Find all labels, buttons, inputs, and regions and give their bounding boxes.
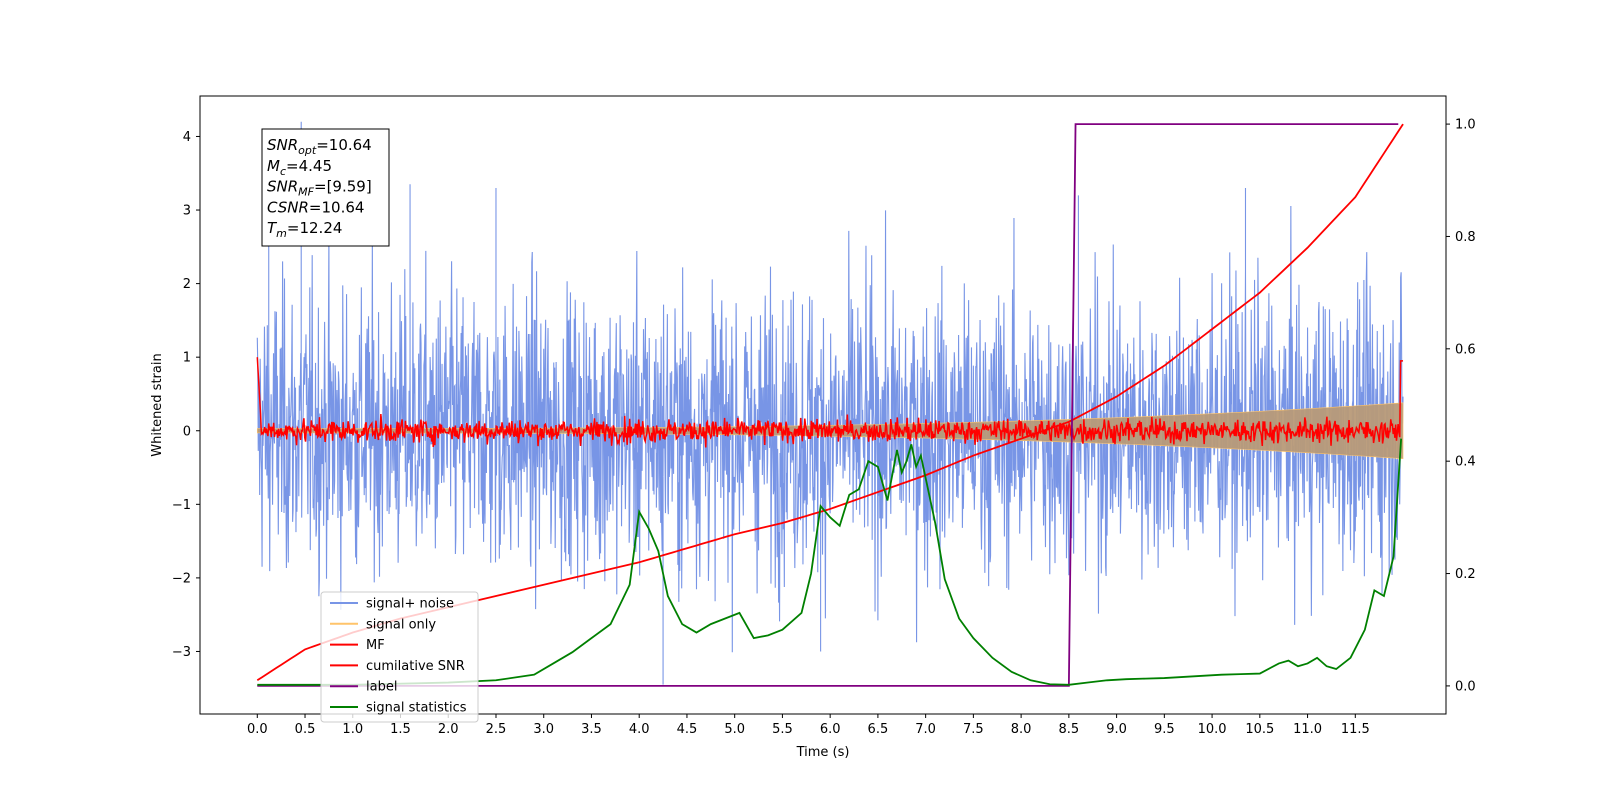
x-tick-label: 9.0 (1106, 722, 1127, 737)
info-box: SNRopt=10.64Mc=4.45SNRMF=[9.59]CSNR=10.6… (261, 128, 390, 247)
y-axis-label: Whitened strain (150, 353, 165, 456)
series-mf-line (256, 357, 1404, 448)
x-tick-label: 0.0 (247, 722, 268, 737)
y-right-tick-label: 0.6 (1455, 342, 1476, 357)
legend: signal+ noise signal only MF cumilative SNR… (320, 591, 479, 723)
info-line-value: =4.45 (286, 157, 332, 175)
y-right-tick-label: 0.0 (1455, 679, 1476, 694)
x-tick-label: 1.0 (342, 722, 363, 737)
y-right-tick-label: 0.4 (1455, 455, 1476, 470)
info-line-subscript: MF (298, 186, 314, 199)
info-box-frame (261, 128, 390, 247)
x-tick-label: 5.0 (724, 722, 745, 737)
info-line-value: =[9.59] (314, 178, 372, 196)
y-right-tick-label: 0.2 (1455, 567, 1476, 582)
x-tick-label: 2.0 (438, 722, 459, 737)
info-line: Mc=4.45 (267, 157, 332, 178)
legend-label: MF (366, 638, 385, 653)
y-left-tick-label: −2 (172, 571, 191, 586)
y-right-tick-label: 1.0 (1455, 118, 1476, 133)
y-left-tick-label: −1 (172, 498, 191, 513)
series-signal-statistics-line (257, 438, 1403, 686)
x-tick-label: 3.0 (533, 722, 554, 737)
y-left-tick-label: 4 (183, 130, 191, 145)
y-left-tick-label: 0 (183, 424, 191, 439)
legend-label: cumilative SNR (366, 659, 465, 674)
x-tick-label: 10.5 (1245, 722, 1274, 737)
info-line-base: SNR (267, 178, 298, 196)
x-tick-label: 4.0 (629, 722, 650, 737)
series-label-line (257, 123, 1399, 687)
x-axis: 0.0 0.5 1.0 1.5 2.0 2.5 3.0 3.5 4.0 4.5 5.0 5.5 6.0 6… (247, 714, 1370, 737)
info-line-subscript: c (280, 165, 286, 178)
legend-frame (320, 591, 479, 723)
x-tick-label: 7.0 (915, 722, 936, 737)
info-line-value: =12.24 (287, 219, 343, 237)
x-tick-label: 11.0 (1293, 722, 1322, 737)
info-line-subscript: m (276, 227, 287, 240)
info-line: SNRopt=10.64 (267, 136, 372, 157)
x-tick-label: 3.5 (581, 722, 602, 737)
y-axis-right: 0.0 0.2 0.4 0.6 0.8 1.0 (1446, 118, 1476, 694)
legend-label: signal statistics (366, 701, 467, 716)
y-right-tick-label: 0.8 (1455, 230, 1476, 245)
x-tick-label: 10.0 (1198, 722, 1227, 737)
info-line-base: M (267, 157, 280, 175)
info-line-base: T (267, 219, 278, 237)
x-tick-label: 6.5 (868, 722, 889, 737)
x-tick-label: 6.0 (820, 722, 841, 737)
x-tick-label: 7.5 (963, 722, 984, 737)
x-tick-label: 5.5 (772, 722, 793, 737)
x-tick-label: 11.5 (1341, 722, 1370, 737)
info-line-value: =10.64 (309, 198, 365, 216)
x-tick-label: 9.5 (1154, 722, 1175, 737)
x-tick-label: 1.5 (390, 722, 411, 737)
info-line: SNRMF=[9.59] (267, 178, 372, 199)
y-left-tick-label: −3 (172, 645, 191, 660)
x-tick-label: 2.5 (486, 722, 507, 737)
info-line-base: CSNR (267, 198, 309, 216)
info-line: Tm=12.24 (267, 219, 342, 240)
legend-label: label (366, 680, 397, 695)
x-tick-label: 0.5 (295, 722, 316, 737)
info-line-value: =10.64 (316, 136, 372, 154)
x-tick-label: 8.0 (1011, 722, 1032, 737)
y-left-tick-label: 3 (183, 204, 191, 219)
info-line-subscript: opt (298, 144, 317, 157)
y-axis-left: −3 −2 −1 0 1 2 3 4 (172, 130, 200, 660)
info-line: CSNR=10.64 (267, 198, 364, 216)
series-signal-noise-line (256, 121, 1404, 685)
legend-label: signal only (366, 617, 436, 632)
y-left-tick-label: 2 (183, 277, 191, 292)
legend-label: signal+ noise (366, 597, 454, 612)
y-left-tick-label: 1 (183, 351, 191, 366)
x-tick-label: 4.5 (677, 722, 698, 737)
info-line-base: SNR (267, 136, 298, 154)
x-axis-label: Time (s) (796, 745, 850, 760)
plot-frame (199, 95, 1447, 715)
x-tick-label: 8.5 (1059, 722, 1080, 737)
